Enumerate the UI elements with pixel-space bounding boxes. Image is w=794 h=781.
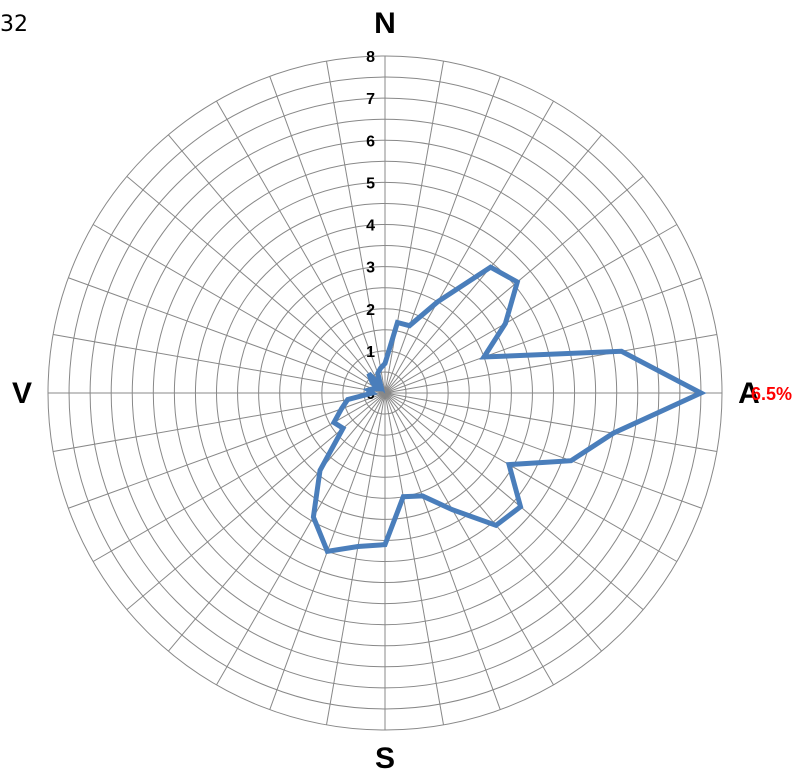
ring-label: 2 bbox=[366, 302, 375, 319]
grid-spoke bbox=[53, 392, 386, 453]
grid-spoke bbox=[384, 392, 702, 509]
grid-spoke bbox=[126, 175, 386, 394]
ring-label: 8 bbox=[366, 49, 375, 66]
grid-spoke bbox=[126, 392, 386, 611]
ring-label: 1 bbox=[366, 344, 375, 361]
grid-spoke bbox=[384, 392, 501, 710]
grid-spoke bbox=[384, 392, 678, 562]
ring-label: 4 bbox=[366, 218, 375, 235]
grid-spoke bbox=[325, 392, 386, 725]
ring-label: 6 bbox=[366, 133, 375, 150]
direction-label-north: N bbox=[374, 7, 396, 40]
ring-label: 5 bbox=[366, 175, 375, 192]
direction-label-south: S bbox=[375, 742, 395, 775]
direction-label-west: V bbox=[12, 377, 32, 410]
grid-spoke bbox=[68, 277, 386, 394]
grid-spoke bbox=[384, 76, 501, 394]
grid-spoke bbox=[384, 333, 717, 394]
grid-spoke bbox=[53, 333, 386, 394]
grid-spoke bbox=[167, 392, 386, 652]
grid-spoke bbox=[68, 392, 386, 509]
direction-label-east: A bbox=[738, 377, 760, 410]
grid-spoke bbox=[216, 100, 386, 394]
grid-spoke bbox=[384, 134, 603, 394]
grid-spoke bbox=[384, 277, 702, 394]
grid-spoke bbox=[384, 224, 678, 394]
ring-label: 3 bbox=[366, 260, 375, 277]
chart-series bbox=[310, 264, 707, 555]
grid-spoke bbox=[384, 392, 445, 725]
grid-spoke bbox=[384, 392, 644, 611]
grid-spoke bbox=[384, 100, 554, 394]
grid-spoke bbox=[216, 392, 386, 686]
ring-label: 7 bbox=[366, 91, 375, 108]
grid-spoke bbox=[384, 392, 554, 686]
grid-spoke bbox=[325, 61, 386, 394]
grid-spoke bbox=[384, 392, 717, 453]
grid-spoke bbox=[92, 224, 386, 394]
series-line bbox=[310, 264, 707, 555]
corner-label: 32 bbox=[0, 12, 28, 37]
grid-spoke bbox=[167, 134, 386, 394]
grid-spoke bbox=[269, 76, 386, 394]
annotation-label: 6.5% bbox=[751, 384, 792, 404]
